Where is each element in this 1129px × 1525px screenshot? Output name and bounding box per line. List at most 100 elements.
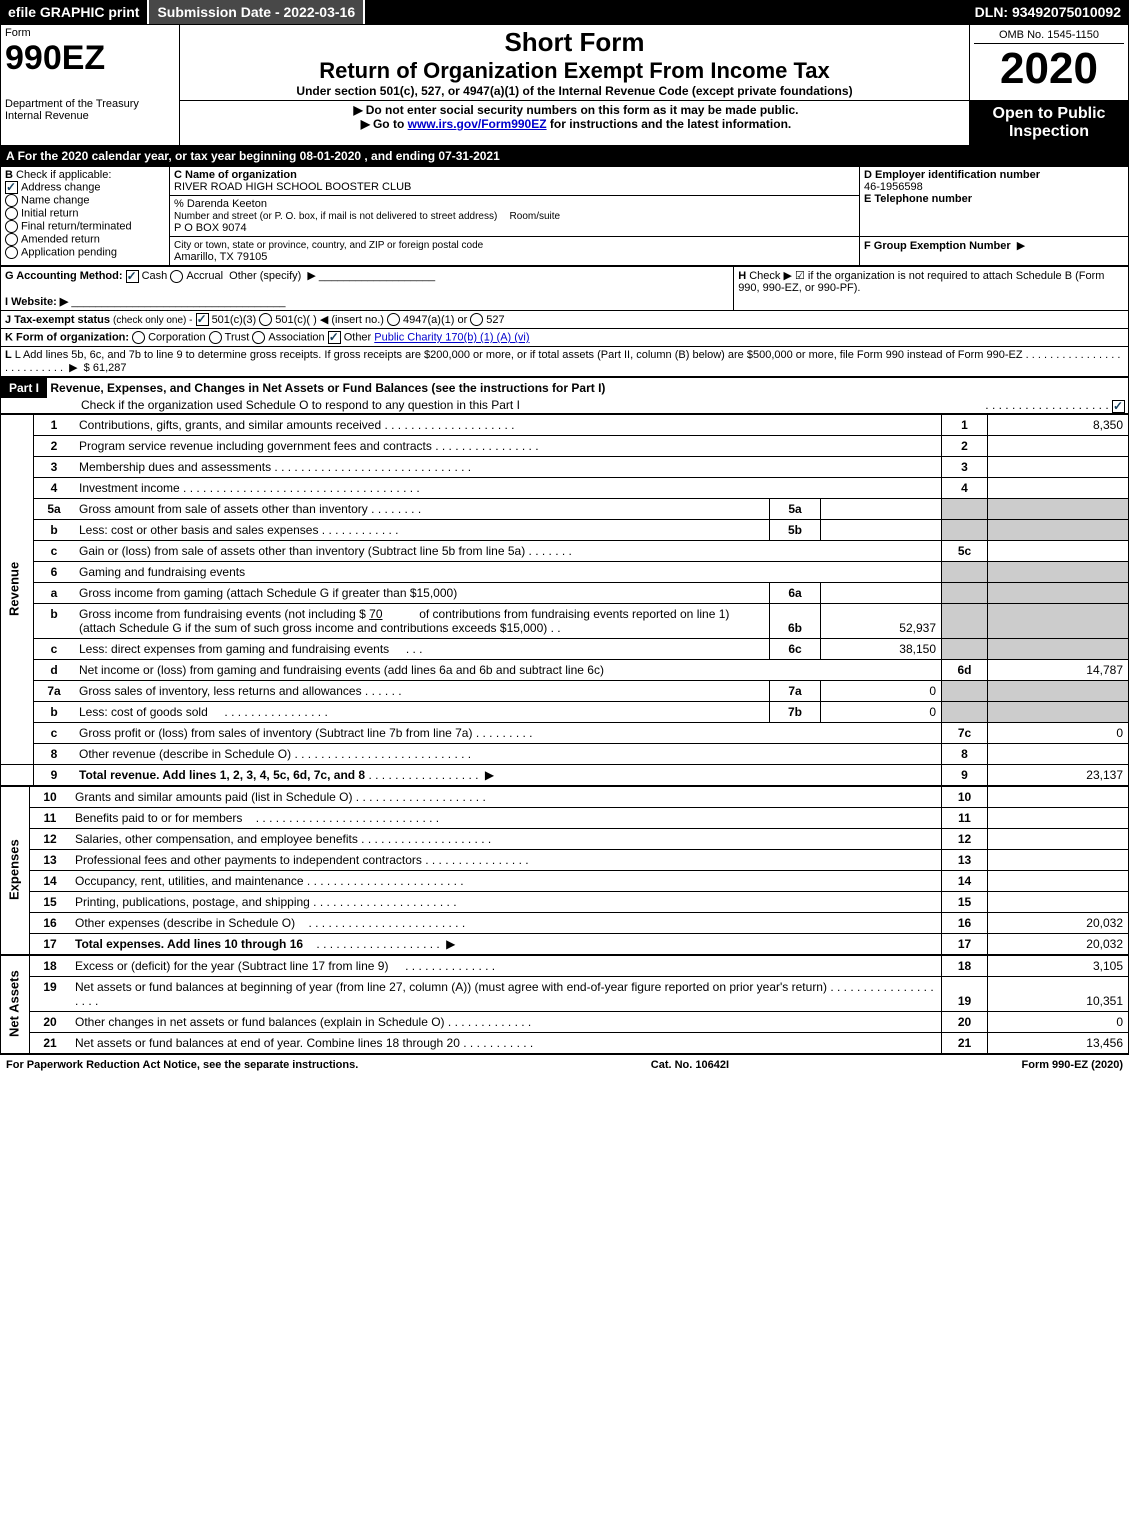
trust-radio[interactable]	[209, 331, 222, 344]
accrual-label: Accrual	[186, 270, 223, 282]
line-20-amt: 0	[988, 1011, 1129, 1032]
org-name: RIVER ROAD HIGH SCHOOL BOOSTER CLUB	[174, 181, 411, 193]
line-11-num: 11	[30, 807, 71, 828]
final-return-radio[interactable]	[5, 220, 18, 233]
schedule-o-checkbox[interactable]	[1112, 400, 1125, 413]
address-change-checkbox[interactable]	[5, 181, 18, 194]
line-3-ref: 3	[942, 456, 988, 477]
527-radio[interactable]	[470, 313, 483, 326]
name-change-radio[interactable]	[5, 194, 18, 207]
501c-radio[interactable]	[259, 313, 272, 326]
ssn-warning: Do not enter social security numbers on …	[366, 103, 799, 117]
irs-label: Internal Revenue	[5, 110, 175, 122]
line-7a-sub: 7a	[770, 680, 821, 701]
addr-label: Number and street (or P. O. box, if mail…	[174, 211, 497, 222]
paperwork-notice: For Paperwork Reduction Act Notice, see …	[6, 1059, 358, 1071]
line-5b-sub: 5b	[770, 519, 821, 540]
line-7b-num: b	[34, 701, 75, 722]
line-19-amt: 10,351	[988, 976, 1129, 1011]
line-17-amt: 20,032	[988, 933, 1129, 954]
cash-checkbox[interactable]	[126, 270, 139, 283]
section-f-label: F Group Exemption Number	[864, 240, 1011, 252]
public-charity-link[interactable]: Public Charity 170(b) (1) (A) (vi)	[374, 332, 529, 344]
line-6a-sub: 6a	[770, 582, 821, 603]
other-org-checkbox[interactable]	[328, 331, 341, 344]
submission-date: Submission Date - 2022-03-16	[149, 0, 365, 24]
line-6d-amt: 14,787	[988, 659, 1129, 680]
initial-return-radio[interactable]	[5, 207, 18, 220]
4947-radio[interactable]	[387, 313, 400, 326]
line-4-ref: 4	[942, 477, 988, 498]
line-12-num: 12	[30, 828, 71, 849]
line-8-desc: Other revenue (describe in Schedule O)	[79, 747, 291, 761]
city-value: Amarillo, TX 79105	[174, 251, 267, 263]
line-15-desc: Printing, publications, postage, and shi…	[75, 895, 310, 909]
line-5b-subamt	[821, 519, 942, 540]
part-i-check-note: Check if the organization used Schedule …	[1, 398, 520, 412]
line-12-ref: 12	[942, 828, 988, 849]
part-i-label: Part I	[1, 378, 47, 398]
line-6b-sub: 6b	[770, 603, 821, 638]
line-1-desc: Contributions, gifts, grants, and simila…	[79, 418, 381, 432]
line-5b-desc: Less: cost or other basis and sales expe…	[79, 523, 318, 537]
line-6d-desc: Net income or (loss) from gaming and fun…	[79, 663, 604, 677]
line-7b-subamt: 0	[821, 701, 942, 722]
section-j-label: J Tax-exempt status	[5, 314, 110, 326]
501c3-checkbox[interactable]	[196, 313, 209, 326]
line-18-ref: 18	[942, 955, 988, 976]
line-18-desc: Excess or (deficit) for the year (Subtra…	[75, 959, 388, 973]
line-10-ref: 10	[942, 786, 988, 807]
netassets-section-label: Net Assets	[1, 955, 30, 1053]
corp-radio[interactable]	[132, 331, 145, 344]
501c3-label: 501(c)(3)	[212, 314, 257, 326]
org-info-table: B Check if applicable: Address change Na…	[0, 166, 1129, 266]
line-5b-num: b	[34, 519, 75, 540]
assoc-radio[interactable]	[252, 331, 265, 344]
section-l-amount: $ 61,287	[84, 362, 127, 374]
pct-name: % Darenda Keeton	[174, 198, 267, 210]
line-14-ref: 14	[942, 870, 988, 891]
netassets-table: Net Assets 18 Excess or (deficit) for th…	[0, 955, 1129, 1054]
short-form-title: Short Form	[184, 27, 965, 58]
instructions-link[interactable]: www.irs.gov/Form990EZ	[408, 117, 547, 131]
insert-no: ◀ (insert no.)	[320, 314, 384, 326]
accrual-radio[interactable]	[170, 270, 183, 283]
line-7a-num: 7a	[34, 680, 75, 701]
line-1-num: 1	[34, 414, 75, 435]
line-6b-subamt: 52,937	[821, 603, 942, 638]
part-i-header: Part I Revenue, Expenses, and Changes in…	[0, 377, 1129, 413]
line-11-amt	[988, 807, 1129, 828]
city-label: City or town, state or province, country…	[174, 240, 483, 251]
line-18-amt: 3,105	[988, 955, 1129, 976]
section-k-label: K Form of organization:	[5, 332, 129, 344]
line-13-num: 13	[30, 849, 71, 870]
line-20-ref: 20	[942, 1011, 988, 1032]
line-6b-desc-p1: Gross income from fundraising events (no…	[79, 607, 366, 621]
line-6-num: 6	[34, 561, 75, 582]
line-13-amt	[988, 849, 1129, 870]
cat-no: Cat. No. 10642I	[651, 1059, 729, 1071]
line-6d-num: d	[34, 659, 75, 680]
efile-print[interactable]: efile GRAPHIC print	[0, 0, 149, 24]
section-i-label: I Website: ▶	[5, 296, 68, 308]
expenses-table: Expenses 10 Grants and similar amounts p…	[0, 786, 1129, 955]
line-5a-num: 5a	[34, 498, 75, 519]
line-3-amt	[988, 456, 1129, 477]
line-19-desc: Net assets or fund balances at beginning…	[75, 980, 827, 994]
app-pending-radio[interactable]	[5, 246, 18, 259]
revenue-table: Revenue 1 Contributions, gifts, grants, …	[0, 414, 1129, 786]
line-6c-sub: 6c	[770, 638, 821, 659]
line-4-amt	[988, 477, 1129, 498]
cash-label: Cash	[142, 270, 168, 282]
name-change-label: Name change	[21, 194, 90, 206]
amended-return-radio[interactable]	[5, 233, 18, 246]
section-h-text: Check ▶ ☑ if the organization is not req…	[738, 270, 1104, 294]
line-17-ref: 17	[942, 933, 988, 954]
line-20-num: 20	[30, 1011, 71, 1032]
line-5c-ref: 5c	[942, 540, 988, 561]
line-14-num: 14	[30, 870, 71, 891]
line-11-desc: Benefits paid to or for members	[75, 811, 242, 825]
omb-number: OMB No. 1545-1150	[974, 27, 1124, 44]
tax-year: 2020	[974, 44, 1124, 94]
line-3-num: 3	[34, 456, 75, 477]
